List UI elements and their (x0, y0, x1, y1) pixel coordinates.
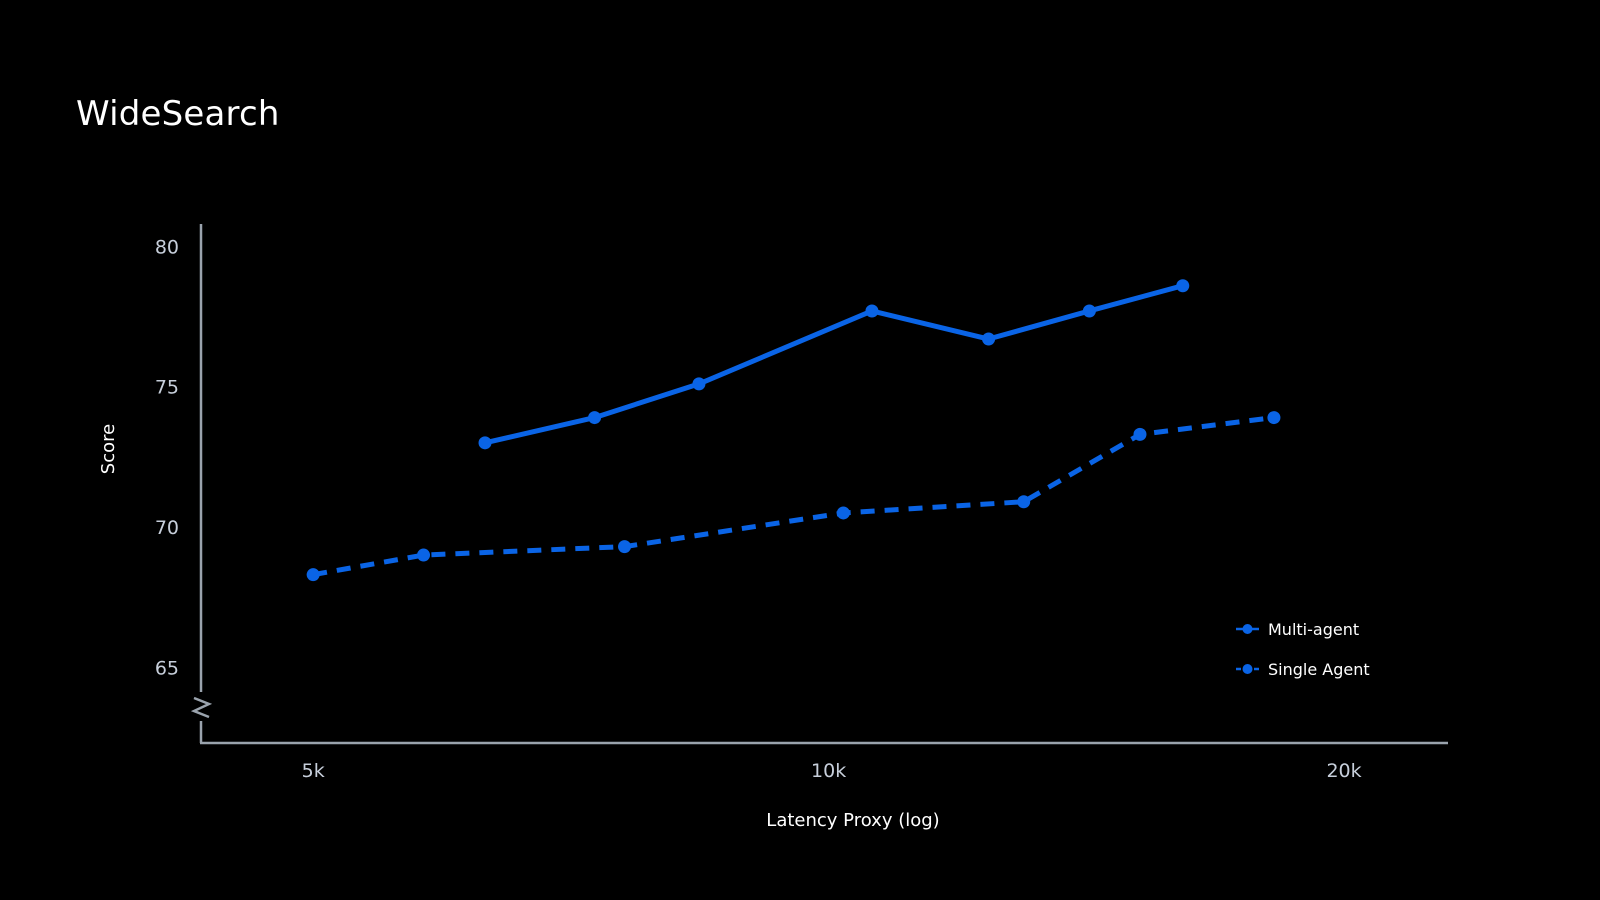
legend: Multi-agent Single Agent (1236, 620, 1370, 679)
data-point (836, 506, 850, 520)
data-point (865, 304, 879, 318)
data-point (478, 436, 492, 450)
chart-title: WideSearch (76, 94, 280, 134)
legend-label: Single Agent (1268, 660, 1370, 679)
y-tick-label: 75 (155, 377, 179, 399)
legend-marker-icon (1242, 624, 1253, 634)
data-point (417, 548, 431, 562)
data-point (306, 568, 320, 582)
legend-label: Multi-agent (1268, 620, 1359, 639)
legend-marker-icon (1242, 664, 1253, 674)
data-point (1017, 495, 1031, 509)
data-point (1133, 427, 1147, 441)
axes (190, 224, 1448, 745)
data-point (692, 377, 706, 391)
series-layer (306, 279, 1281, 582)
y-tick-label: 65 (155, 657, 179, 679)
data-point (618, 540, 632, 554)
x-tick-label: 10k (811, 760, 846, 782)
y-axis-title: Score (98, 424, 119, 474)
x-tick-label: 20k (1326, 760, 1361, 782)
tick-labels: 5k 10k 20k 65 70 75 80 (155, 236, 1362, 782)
series-line-single-agent (312, 415, 1275, 578)
data-point (1082, 304, 1096, 318)
data-point (588, 411, 602, 425)
x-axis-title: Latency Proxy (log) (766, 810, 939, 831)
y-axis-break-icon (190, 696, 213, 719)
y-tick-label: 80 (155, 236, 179, 258)
data-point (982, 332, 996, 346)
x-tick-label: 5k (302, 760, 325, 782)
y-tick-label: 70 (155, 517, 179, 539)
data-point (1176, 279, 1190, 293)
data-point (1267, 411, 1281, 425)
